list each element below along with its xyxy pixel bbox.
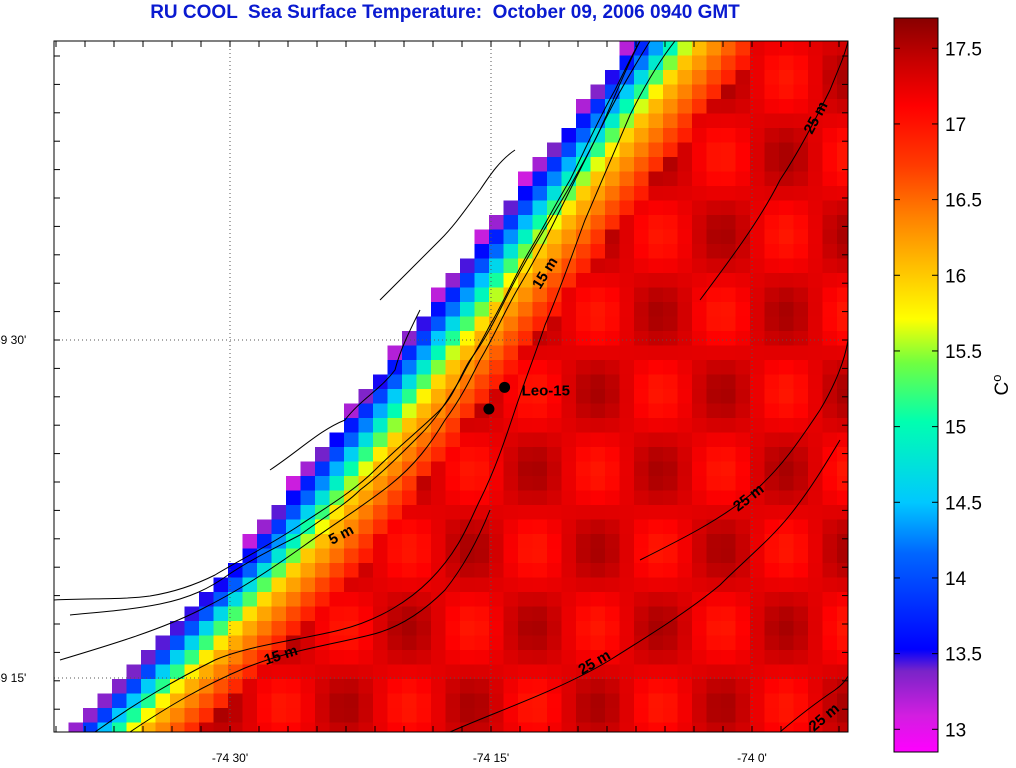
depth-contour-25m-c [699, 41, 848, 301]
colorbar-ticks: 13 13.5 14 14.5 15 15.5 16 16.5 17 17.5 [894, 39, 982, 741]
bay-outline-2 [379, 149, 516, 301]
depth-contour-15m [94, 41, 676, 732]
lat-tick-label: 39 15' [0, 671, 26, 685]
lon-tick-label: -74 0' [737, 751, 767, 765]
colorbar-tick-label: 13 [945, 720, 966, 741]
colorbar-gradient [893, 17, 939, 753]
colorbar-tick-label: 16 [945, 266, 966, 287]
depth-contour-15m-b [129, 509, 491, 732]
colorbar-tick-label: 15.5 [945, 342, 982, 363]
colorbar-tick-label: 14 [945, 569, 967, 590]
colorbar-tick-label: 17 [945, 115, 966, 136]
depth-contour-25m-b [639, 339, 848, 561]
colorbar-unit-label: Co [989, 375, 1013, 396]
depth-contour-25m-d [779, 675, 848, 732]
lon-tick-label: -74 30' [212, 751, 248, 765]
lon-tick-label: -74 15' [473, 751, 509, 765]
sst-data-grid [68, 41, 848, 732]
map-frame [53, 40, 849, 733]
lat-tick-label: 39 30' [0, 333, 26, 347]
axis-tick-labels: -74 30' -74 15' -74 0' 39 30' 39 15' [0, 333, 767, 765]
coastline-and-depth-contours [54, 41, 848, 732]
map-title: RU COOL Sea Surface Temperature: October… [150, 2, 740, 23]
graticule [54, 41, 848, 732]
axis-ticks [54, 41, 848, 732]
depth-contour-5m [59, 41, 651, 661]
colorbar-tick-label: 15 [945, 418, 966, 439]
colorbar-tick-label: 16.5 [945, 191, 982, 212]
bay-outline-1 [269, 309, 421, 471]
colorbar-tick-label: 14.5 [945, 493, 982, 514]
stations: Leo-15 [483, 381, 570, 415]
colorbar-tick-label: 13.5 [945, 645, 982, 666]
depth-contour-25m [449, 439, 841, 732]
colorbar: 13 13.5 14 14.5 15 15.5 16 16.5 17 17.5 Co [893, 17, 1013, 753]
station-label: Leo-15 [522, 382, 570, 399]
coastline-inner [69, 41, 641, 616]
station-marker [483, 403, 495, 415]
colorbar-tick-label: 17.5 [945, 39, 982, 60]
station-marker [499, 381, 511, 393]
